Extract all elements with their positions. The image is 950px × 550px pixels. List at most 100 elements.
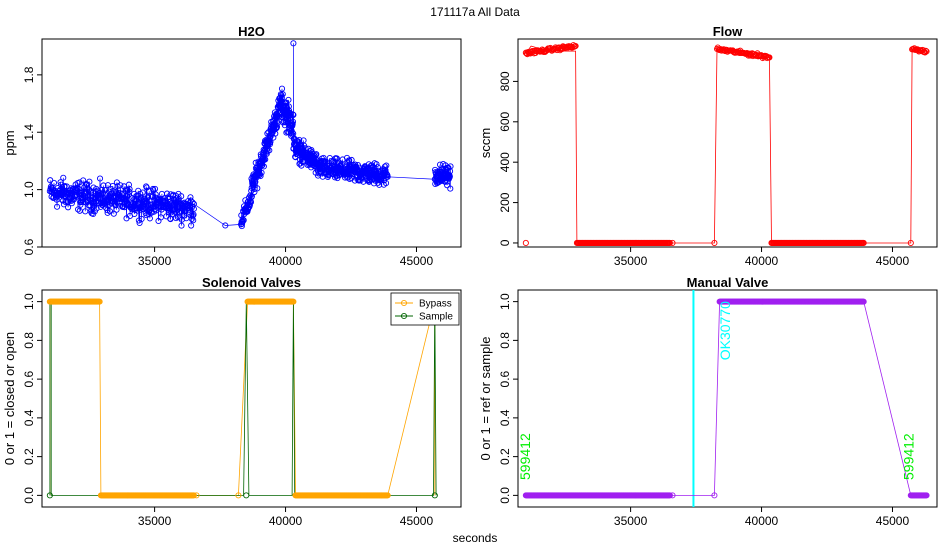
chart-title: Solenoid Valves: [202, 275, 301, 290]
h2o-point: [289, 121, 296, 128]
h2o-point: [114, 183, 121, 190]
h2o-point: [254, 185, 261, 192]
y-tick-label: 0.6: [22, 238, 36, 255]
x-tick-label: 40000: [745, 254, 779, 268]
h2o-point: [187, 194, 194, 201]
bypass-point: [193, 492, 200, 499]
chart-title: H2O: [238, 24, 265, 39]
h2o-point: [372, 167, 379, 175]
flow-point: [860, 239, 867, 247]
h2o-point: [189, 212, 196, 219]
manual-point: [860, 298, 867, 305]
manual-point: [669, 492, 676, 499]
bypass-point: [96, 298, 103, 305]
h2o-point: [146, 215, 153, 222]
y-tick-label: 400: [498, 152, 512, 172]
h2o-point: [382, 180, 390, 187]
h2o-point: [111, 194, 118, 201]
plot-frame: [41, 38, 462, 248]
h2o-point: [313, 151, 320, 158]
flow-point: [766, 54, 773, 61]
h2o-point: [279, 91, 286, 98]
legend-marker: [400, 312, 408, 320]
h2o-point: [447, 185, 454, 192]
bypass-point: [384, 492, 391, 499]
y-tick-label: 0.4: [498, 409, 512, 426]
h2o-point: [250, 182, 257, 189]
flow-point: [711, 239, 718, 247]
h2o-point: [240, 217, 247, 224]
h2o-point: [145, 193, 152, 201]
y-axis-label: sccm: [478, 128, 493, 158]
h2o-point: [258, 169, 265, 176]
h2o-point: [62, 199, 70, 206]
h2o-point: [283, 129, 290, 136]
h2o-point: [262, 156, 269, 163]
bypass-line: [49, 301, 436, 496]
h2o-point: [187, 197, 194, 204]
h2o-point: [274, 120, 281, 127]
h2o-point: [344, 158, 351, 165]
h2o-point: [143, 183, 150, 190]
legend-marker: [400, 299, 408, 307]
h2o-point: [101, 187, 108, 194]
h2o-point: [113, 206, 120, 213]
y-tick-label: 0.2: [22, 448, 36, 465]
flow-line: [525, 45, 927, 244]
y-tick-label: 0.0: [22, 487, 36, 504]
h2o-point: [447, 163, 454, 170]
y-tick-label: 0.0: [498, 487, 512, 504]
y-tick-label: 0.6: [498, 370, 512, 387]
x-tick-label: 35000: [138, 254, 172, 268]
figure-title: 171117a All Data: [430, 5, 520, 19]
h2o-point: [346, 157, 353, 164]
h2o-point: [139, 189, 146, 196]
sample-point: [431, 492, 438, 499]
y-tick-label: 600: [498, 111, 512, 131]
h2o-point: [260, 163, 267, 170]
y-tick-label: 200: [498, 192, 512, 212]
y-tick-label: 1.0: [22, 293, 36, 310]
legend: Bypass Sample: [390, 292, 460, 326]
y-tick-label: 1.8: [22, 66, 36, 83]
h2o-point: [339, 161, 346, 168]
h2o-point: [64, 191, 71, 198]
x-tick-label: 45000: [876, 514, 910, 528]
h2o-point: [126, 188, 133, 195]
bypass-point: [190, 492, 197, 499]
h2o-point: [381, 163, 388, 170]
h2o-point: [178, 193, 185, 200]
y-tick-label: 1.4: [22, 124, 36, 141]
h2o-point: [285, 96, 292, 103]
h2o-point: [141, 200, 148, 207]
h2o-point: [239, 218, 246, 225]
y-tick-label: 1.0: [498, 293, 512, 310]
y-tick-label: 0.8: [22, 332, 36, 349]
h2o-point: [257, 172, 264, 180]
h2o-point: [222, 222, 229, 229]
flow-panel: Flow 35000 40000 45000 0 200 400 600 800 sccm: [478, 24, 938, 268]
h2o-point: [104, 207, 111, 214]
h2o-point: [96, 175, 104, 182]
h2o-point: [122, 200, 129, 208]
x-tick-label: 45000: [400, 514, 434, 528]
h2o-point: [266, 147, 273, 154]
h2o-point: [190, 211, 197, 218]
bypass-point: [290, 298, 297, 305]
flow-point: [907, 239, 914, 247]
y-tick-label: 800: [498, 71, 512, 91]
y-tick-label: 0: [498, 239, 512, 246]
h2o-point: [123, 193, 130, 200]
h2o-point: [272, 125, 279, 132]
x-tick-label: 35000: [614, 254, 648, 268]
y-tick-label: 0.4: [22, 409, 36, 426]
h2o-point: [290, 40, 297, 47]
h2o-point: [289, 111, 296, 118]
y-tick-label: 0.6: [22, 370, 36, 387]
h2o-point: [148, 209, 155, 216]
manual-point: [923, 492, 930, 499]
flow-point: [922, 47, 929, 54]
sample-point: [243, 492, 250, 499]
h2o-point: [285, 103, 292, 110]
flow-point: [669, 239, 676, 247]
